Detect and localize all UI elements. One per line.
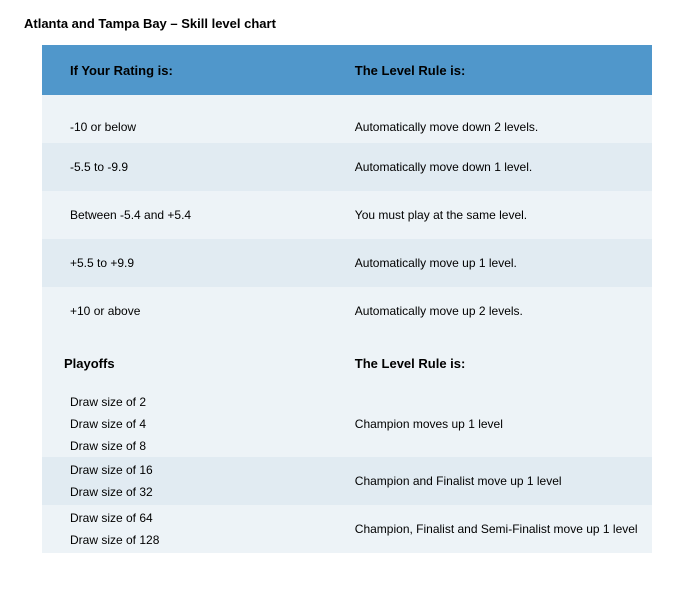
header-rule: The Level Rule is:	[335, 45, 652, 95]
playoffs-rule-heading: The Level Rule is:	[335, 335, 652, 391]
rating-row: Between -5.4 and +5.4 You must play at t…	[42, 191, 652, 239]
playoff-row: Draw size of 64 Draw size of 128 Champio…	[42, 505, 652, 553]
draw-size: Draw size of 2	[70, 391, 335, 413]
playoff-sizes: Draw size of 16 Draw size of 32	[42, 457, 335, 505]
rating-rule: You must play at the same level.	[335, 191, 652, 239]
page-title: Atlanta and Tampa Bay – Skill level char…	[24, 16, 661, 31]
rating-rule: Automatically move down 1 level.	[335, 143, 652, 191]
rating-row: +10 or above Automatically move up 2 lev…	[42, 287, 652, 335]
rating-row: +5.5 to +9.9 Automatically move up 1 lev…	[42, 239, 652, 287]
draw-size: Draw size of 16	[70, 459, 335, 481]
draw-size: Draw size of 64	[70, 507, 335, 529]
rating-range: +10 or above	[42, 287, 335, 335]
rating-rule: Automatically move up 1 level.	[335, 239, 652, 287]
rating-range: -10 or below	[42, 95, 335, 143]
rating-rule: Automatically move up 2 levels.	[335, 287, 652, 335]
draw-size: Draw size of 4	[70, 413, 335, 435]
playoff-rule: Champion, Finalist and Semi-Finalist mov…	[335, 505, 652, 553]
playoff-row: Draw size of 2 Draw size of 4 Draw size …	[42, 391, 652, 457]
playoff-sizes: Draw size of 64 Draw size of 128	[42, 505, 335, 553]
rating-row: -10 or below Automatically move down 2 l…	[42, 95, 652, 143]
rating-rule: Automatically move down 2 levels.	[335, 95, 652, 143]
rating-range: -5.5 to -9.9	[42, 143, 335, 191]
draw-size: Draw size of 128	[70, 529, 335, 551]
playoffs-header-row: Playoffs The Level Rule is:	[42, 335, 652, 391]
playoff-rule: Champion and Finalist move up 1 level	[335, 457, 652, 505]
rating-range: +5.5 to +9.9	[42, 239, 335, 287]
rating-range: Between -5.4 and +5.4	[42, 191, 335, 239]
playoff-row: Draw size of 16 Draw size of 32 Champion…	[42, 457, 652, 505]
rating-row: -5.5 to -9.9 Automatically move down 1 l…	[42, 143, 652, 191]
draw-size: Draw size of 32	[70, 481, 335, 503]
table-header-row: If Your Rating is: The Level Rule is:	[42, 45, 652, 95]
header-rating: If Your Rating is:	[42, 45, 335, 95]
skill-level-table: If Your Rating is: The Level Rule is: -1…	[42, 45, 652, 553]
draw-size: Draw size of 8	[70, 435, 335, 457]
playoff-rule: Champion moves up 1 level	[335, 391, 652, 457]
playoff-sizes: Draw size of 2 Draw size of 4 Draw size …	[42, 391, 335, 457]
playoffs-heading: Playoffs	[42, 335, 335, 391]
